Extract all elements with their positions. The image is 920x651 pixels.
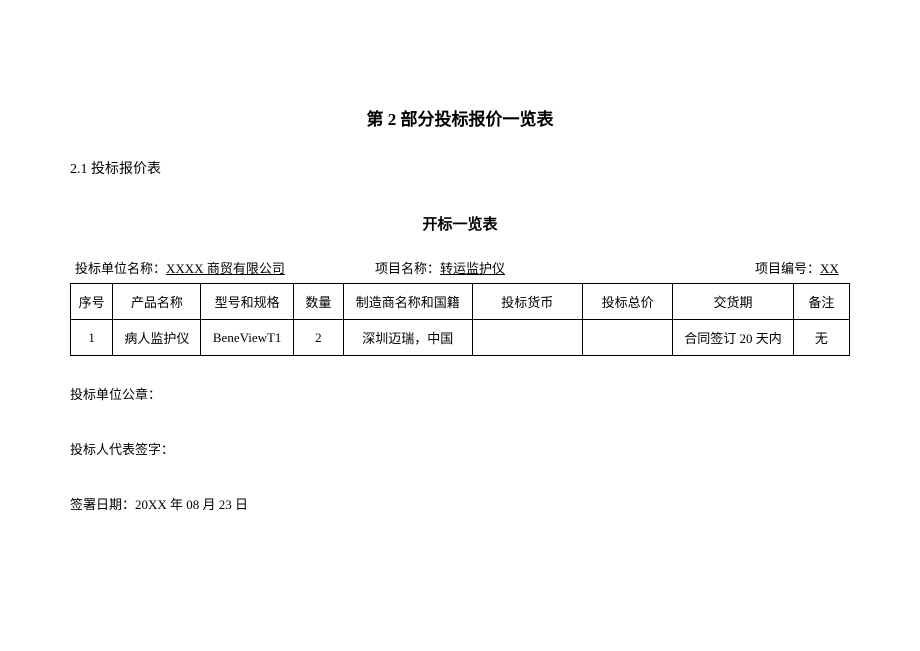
table-header-row: 序号 产品名称 型号和规格 数量 制造商名称和国籍 投标货币 投标总价 交货期 … [71,284,850,320]
project-label: 项目名称： [375,261,440,276]
sign-line: 投标人代表签字： [70,439,850,458]
header-total: 投标总价 [582,284,672,320]
section-title: 2.1 投标报价表 [70,158,850,178]
header-mfr: 制造商名称和国籍 [344,284,472,320]
sub-title: 开标一览表 [70,213,850,234]
header-seq: 序号 [71,284,113,320]
bidder-field: 投标单位名称：XXXX 商贸有限公司 [75,258,375,277]
cell-seq: 1 [71,320,113,356]
project-no-label: 项目编号： [755,261,820,276]
bidder-label: 投标单位名称： [75,261,166,276]
document-page: 第 2 部分投标报价一览表 2.1 投标报价表 开标一览表 投标单位名称：XXX… [0,0,920,513]
header-currency: 投标货币 [472,284,582,320]
cell-name: 病人监护仪 [113,320,201,356]
project-name: 转运监护仪 [440,261,505,276]
date-line: 签署日期：20XX 年 08 月 23 日 [70,494,850,513]
cell-total [582,320,672,356]
cell-currency [472,320,582,356]
table-row: 1 病人监护仪 BeneViewT1 2 深圳迈瑞，中国 合同签订 20 天内 … [71,320,850,356]
project-no: XX [820,261,839,276]
cell-qty: 2 [293,320,343,356]
cell-remark: 无 [793,320,849,356]
bidder-name: XXXX 商贸有限公司 [166,261,285,276]
project-field: 项目名称：转运监护仪 [375,258,675,277]
main-title: 第 2 部分投标报价一览表 [70,105,850,130]
meta-row: 投标单位名称：XXXX 商贸有限公司 项目名称：转运监护仪 项目编号：XX [70,258,850,277]
header-delivery: 交货期 [673,284,793,320]
cell-delivery: 合同签订 20 天内 [673,320,793,356]
header-qty: 数量 [293,284,343,320]
bid-table: 序号 产品名称 型号和规格 数量 制造商名称和国籍 投标货币 投标总价 交货期 … [70,283,850,356]
cell-model: BeneViewT1 [201,320,293,356]
project-no-field: 项目编号：XX [675,258,845,277]
header-name: 产品名称 [113,284,201,320]
cell-mfr: 深圳迈瑞，中国 [344,320,472,356]
header-remark: 备注 [793,284,849,320]
seal-line: 投标单位公章： [70,384,850,403]
header-model: 型号和规格 [201,284,293,320]
